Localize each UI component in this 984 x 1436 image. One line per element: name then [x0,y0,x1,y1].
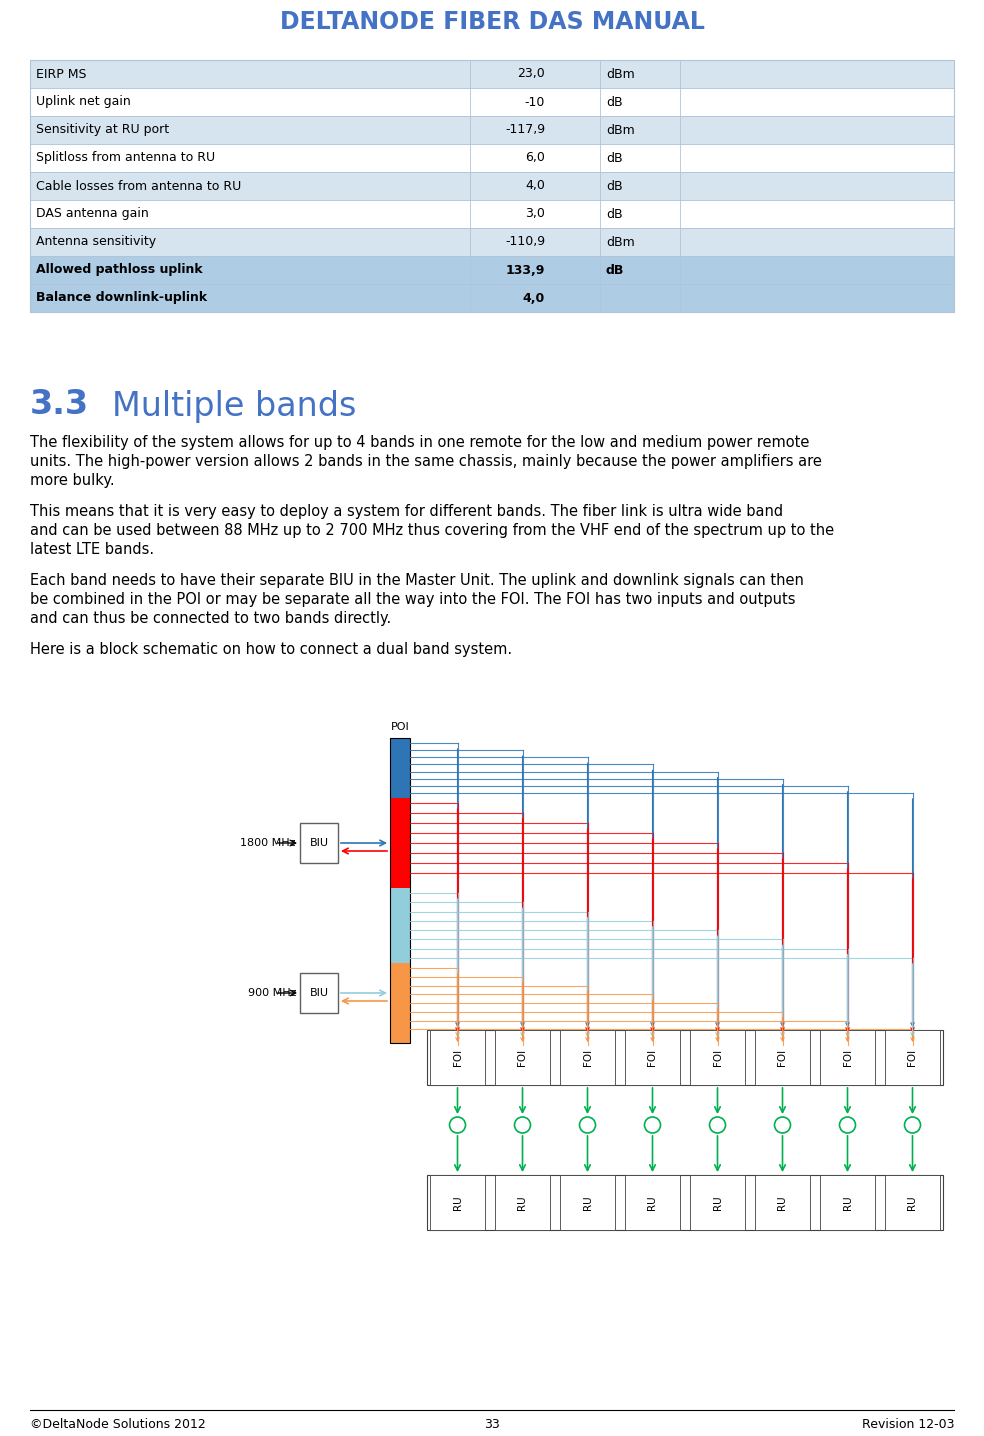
Text: Here is a block schematic on how to connect a dual band system.: Here is a block schematic on how to conn… [30,642,512,658]
Bar [30,256,954,284]
Text: RU: RU [453,1195,462,1209]
Text: and can thus be connected to two bands directly.: and can thus be connected to two bands d… [30,610,392,626]
Text: EIRP MS: EIRP MS [36,67,87,80]
Bar [390,798,410,887]
Text: FOI: FOI [647,1048,657,1066]
Bar [30,144,954,172]
Text: dB: dB [606,207,623,221]
Bar [390,738,410,1043]
Bar [690,1175,745,1231]
Bar [30,284,954,312]
Text: RU: RU [842,1195,852,1209]
Bar [390,887,410,964]
Text: FOI: FOI [712,1048,722,1066]
Text: Antenna sensitivity: Antenna sensitivity [36,236,156,248]
Text: Each band needs to have their separate BIU in the Master Unit. The uplink and do: Each band needs to have their separate B… [30,573,804,587]
Bar [560,1030,615,1086]
Text: DAS antenna gain: DAS antenna gain [36,207,149,221]
Text: 3.3: 3.3 [30,388,90,421]
Text: Cable losses from antenna to RU: Cable losses from antenna to RU [36,180,241,192]
Bar [820,1175,875,1231]
Text: BIU: BIU [310,839,329,849]
Bar [625,1175,680,1231]
Text: dBm: dBm [606,67,635,80]
Text: Allowed pathloss uplink: Allowed pathloss uplink [36,263,203,277]
Text: The flexibility of the system allows for up to 4 bands in one remote for the low: The flexibility of the system allows for… [30,435,810,449]
Text: 4,0: 4,0 [523,292,545,304]
Bar [885,1175,940,1231]
Bar [690,1030,745,1086]
Bar [820,1030,875,1086]
Bar [30,60,954,312]
Text: 6,0: 6,0 [525,152,545,165]
Text: DELTANODE FIBER DAS MANUAL: DELTANODE FIBER DAS MANUAL [279,10,705,34]
Bar [430,1030,485,1086]
Text: FOI: FOI [453,1048,462,1066]
Text: This means that it is very easy to deploy a system for different bands. The fibe: This means that it is very easy to deplo… [30,504,783,518]
Text: -10: -10 [524,96,545,109]
Text: RU: RU [907,1195,917,1209]
Text: FOI: FOI [842,1048,852,1066]
Text: Balance downlink-uplink: Balance downlink-uplink [36,292,207,304]
Text: Sensitivity at RU port: Sensitivity at RU port [36,123,169,136]
Bar [495,1175,550,1231]
Bar [495,1030,550,1086]
Text: BIU: BIU [310,988,329,998]
Text: Uplink net gain: Uplink net gain [36,96,131,109]
Bar [755,1030,810,1086]
Text: 23,0: 23,0 [518,67,545,80]
Bar [300,974,338,1012]
Text: RU: RU [518,1195,527,1209]
Text: Revision 12-03: Revision 12-03 [862,1417,954,1432]
Text: FOI: FOI [583,1048,592,1066]
Text: Multiple bands: Multiple bands [112,391,356,424]
Bar [30,116,954,144]
Text: FOI: FOI [777,1048,787,1066]
Bar [30,60,954,88]
Text: FOI: FOI [518,1048,527,1066]
Bar [755,1175,810,1231]
Text: ©DeltaNode Solutions 2012: ©DeltaNode Solutions 2012 [30,1417,206,1432]
Text: 33: 33 [484,1417,500,1432]
Text: RU: RU [583,1195,592,1209]
Text: 900 MHz: 900 MHz [248,988,296,998]
Bar [390,964,410,1043]
Text: FOI: FOI [907,1048,917,1066]
Bar [427,1175,943,1231]
Text: 133,9: 133,9 [506,263,545,277]
Text: dBm: dBm [606,123,635,136]
Text: 1800 MHz: 1800 MHz [240,839,296,849]
Text: dB: dB [606,96,623,109]
Text: -110,9: -110,9 [505,236,545,248]
Bar [30,88,954,116]
Bar [427,1030,943,1086]
Text: more bulky.: more bulky. [30,472,114,488]
Text: POI: POI [391,722,409,732]
Text: dB: dB [606,152,623,165]
Text: and can be used between 88 MHz up to 2 700 MHz thus covering from the VHF end of: and can be used between 88 MHz up to 2 7… [30,523,834,538]
Text: Splitloss from antenna to RU: Splitloss from antenna to RU [36,152,215,165]
Bar [30,172,954,200]
Text: RU: RU [647,1195,657,1209]
Bar [625,1030,680,1086]
Bar [430,1175,485,1231]
Text: 3,0: 3,0 [525,207,545,221]
Bar [390,738,410,798]
Bar [30,200,954,228]
Bar [30,228,954,256]
Text: -117,9: -117,9 [505,123,545,136]
Text: RU: RU [777,1195,787,1209]
Text: latest LTE bands.: latest LTE bands. [30,541,154,557]
Text: dBm: dBm [606,236,635,248]
Text: dB: dB [606,263,625,277]
Text: units. The high-power version allows 2 bands in the same chassis, mainly because: units. The high-power version allows 2 b… [30,454,822,470]
Text: RU: RU [712,1195,722,1209]
Bar [560,1175,615,1231]
Bar [300,823,338,863]
Bar [885,1030,940,1086]
Text: 4,0: 4,0 [525,180,545,192]
Text: be combined in the POI or may be separate all the way into the FOI. The FOI has : be combined in the POI or may be separat… [30,592,795,607]
Text: dB: dB [606,180,623,192]
